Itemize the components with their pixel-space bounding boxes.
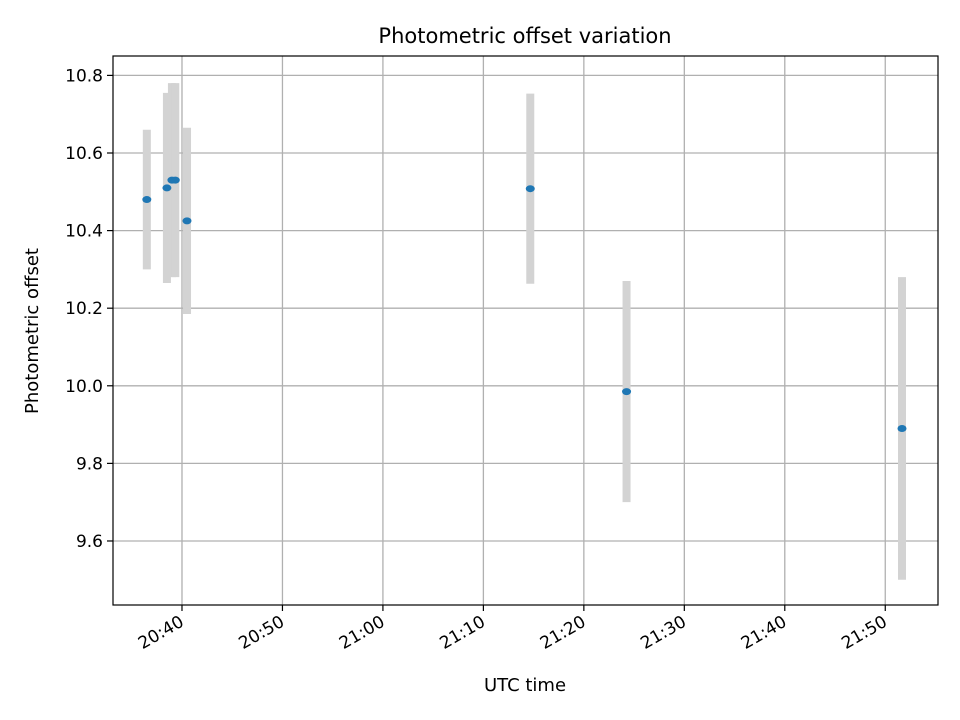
chart-title: Photometric offset variation bbox=[378, 24, 671, 48]
y-tick-label: 10.2 bbox=[65, 299, 103, 319]
data-point bbox=[142, 196, 152, 204]
y-axis-ticks: 9.6 9.8 10.0 10.2 10.4 10.6 10.8 bbox=[65, 66, 113, 552]
plot-frame bbox=[112, 55, 939, 606]
y-tick-label: 10.0 bbox=[65, 377, 103, 397]
data-point bbox=[182, 217, 192, 225]
data-point bbox=[170, 176, 180, 184]
y-axis-title: Photometric offset bbox=[22, 248, 43, 414]
y-tick-label: 9.8 bbox=[76, 454, 103, 474]
x-axis-title: UTC time bbox=[484, 675, 566, 696]
y-tick-label: 10.4 bbox=[65, 222, 103, 242]
data-point bbox=[622, 388, 632, 396]
y-tick-label: 9.6 bbox=[76, 532, 103, 552]
y-tick-label: 10.6 bbox=[65, 144, 103, 164]
data-point bbox=[162, 184, 172, 192]
grid bbox=[113, 56, 938, 605]
data-points bbox=[142, 176, 907, 432]
plot-area bbox=[113, 56, 938, 605]
data-point bbox=[897, 424, 907, 432]
y-tick-label: 10.8 bbox=[65, 66, 103, 86]
data-point bbox=[525, 185, 535, 193]
